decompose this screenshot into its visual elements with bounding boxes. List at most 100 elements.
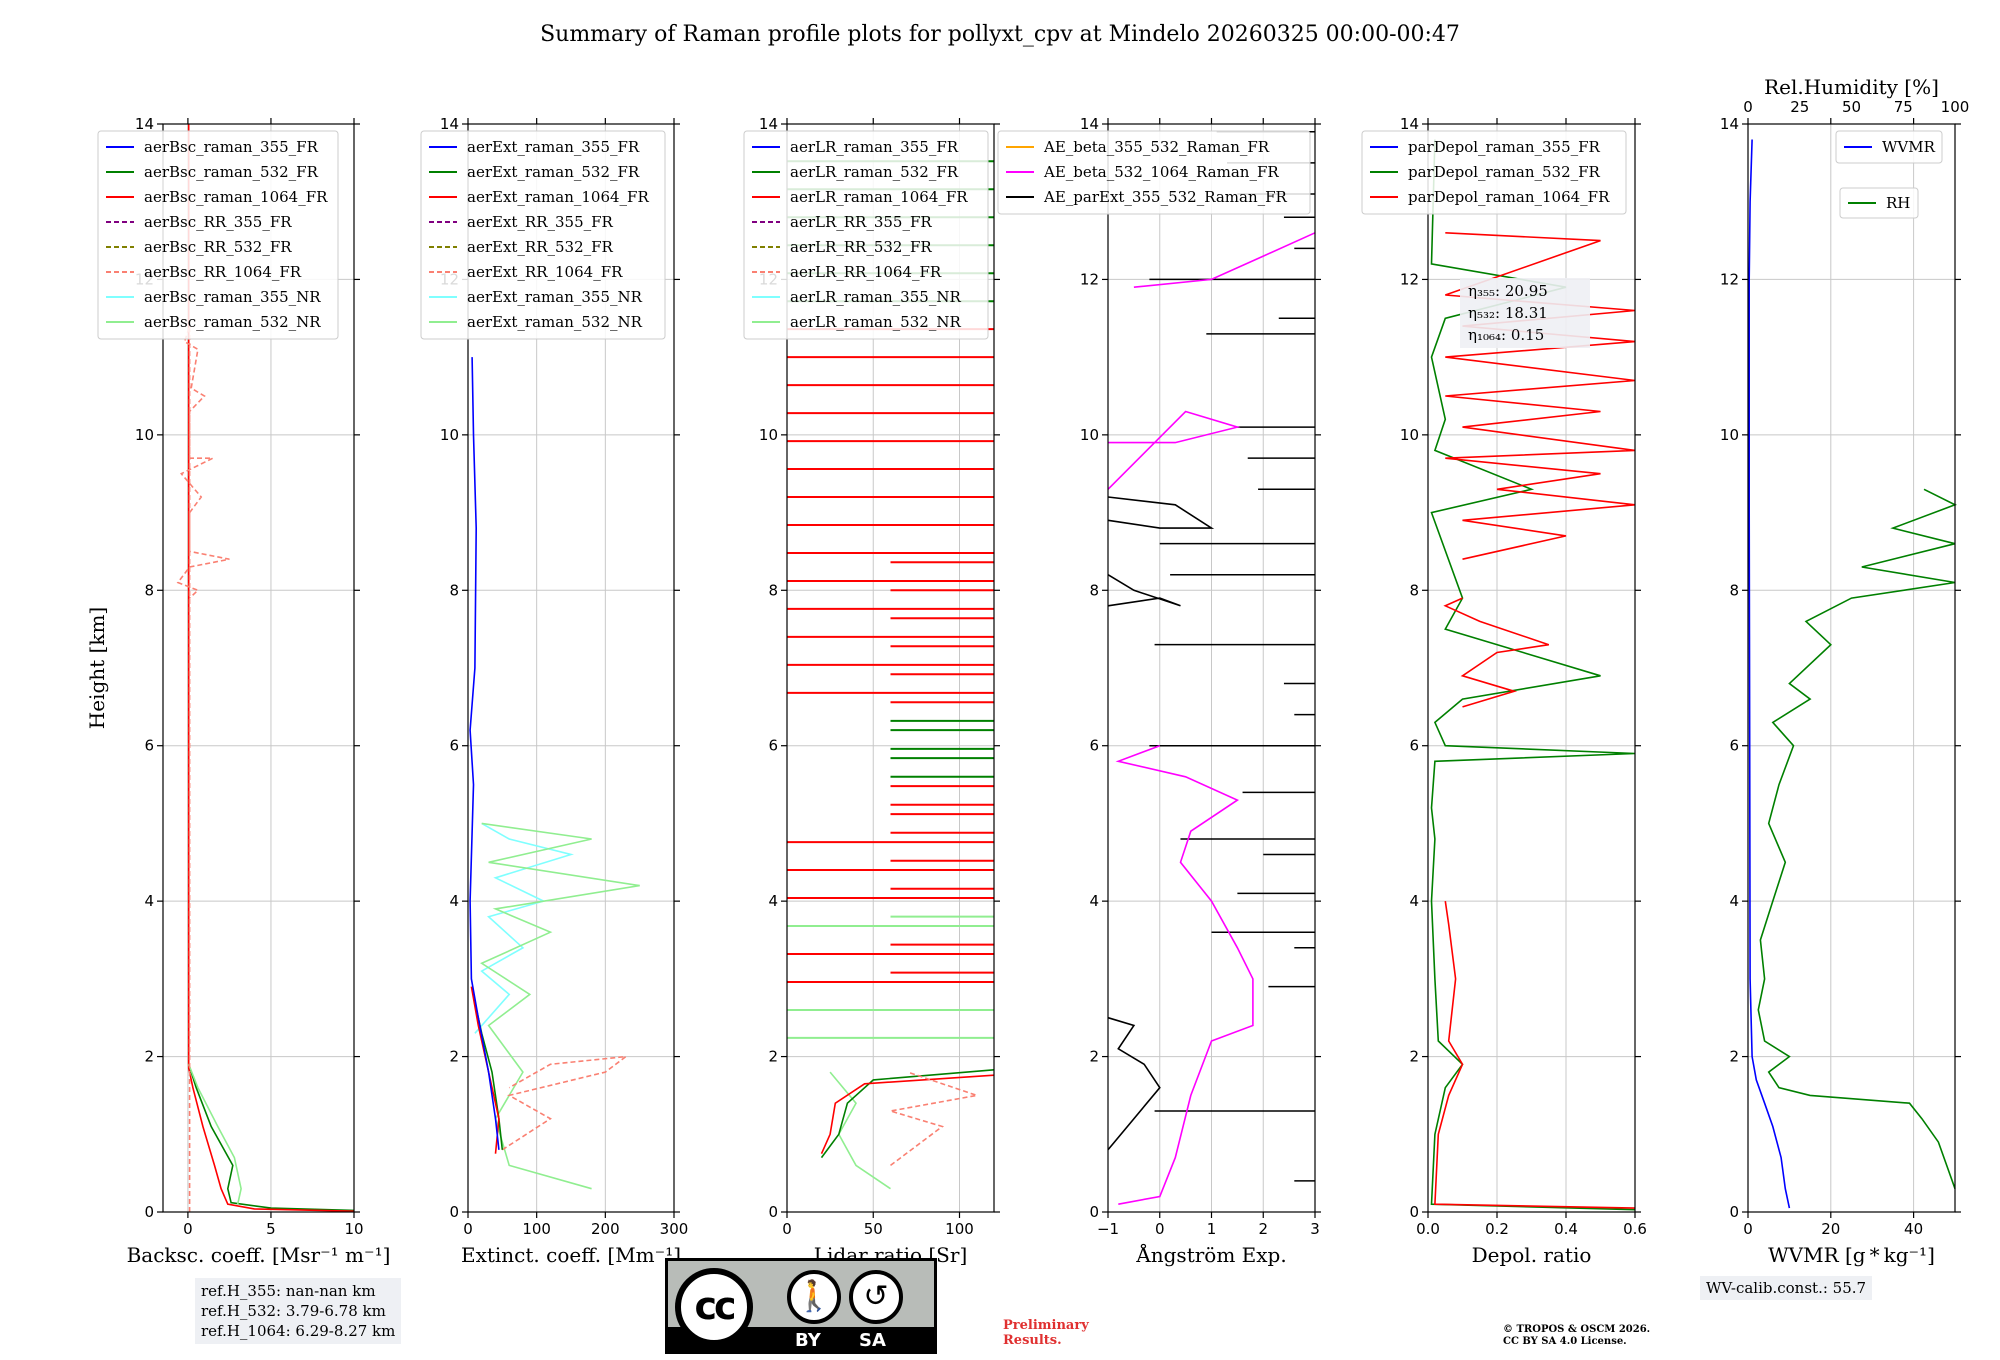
series-aerlr-raman-1064-fr [820, 1074, 995, 1155]
y-tick-label: 14 [440, 115, 459, 133]
series-aerbsc-raman-532-nr [187, 1064, 242, 1205]
legend-label: parDepol_raman_355_FR [1408, 138, 1601, 156]
y-tick-label: 14 [759, 115, 778, 133]
series-ae-parext-355-532-raman-fr [1107, 496, 1215, 529]
y-tick-label: 0 [1729, 1203, 1739, 1221]
y-tick-label: 10 [1080, 426, 1099, 444]
axes-frame [467, 123, 675, 1213]
y-tick-label: 6 [144, 737, 154, 755]
y-tick-label: 10 [1400, 426, 1419, 444]
y-tick-label: 8 [144, 581, 154, 599]
legend-label: aerBsc_RR_355_FR [144, 213, 292, 231]
axes-frame [786, 123, 995, 1213]
y-tick-label: 0 [768, 1203, 778, 1221]
x-tick-label: 0 [782, 1220, 792, 1238]
legend-label: aerBsc_raman_355_NR [144, 288, 321, 306]
cc-by-sa-logo: cc 🚶 ↺ BY SA [665, 1258, 937, 1354]
x-axis-label: Extinct. coeff. [Mm⁻¹] [461, 1243, 681, 1267]
y-tick-label: 4 [1729, 892, 1739, 910]
x-tick-label: 0 [463, 1220, 473, 1238]
y-tick-label: 2 [144, 1048, 154, 1066]
series-aerbsc-rr-1064-fr [176, 325, 230, 1212]
legend-box [1835, 130, 1943, 164]
y-tick-label: 0 [449, 1203, 459, 1221]
sa-label: SA [859, 1330, 886, 1351]
x-tick-label: 2 [1258, 1220, 1268, 1238]
eta-value: η₁₀₆₄: 0.15 [1468, 326, 1544, 344]
legend-label: aerBsc_raman_1064_FR [144, 188, 328, 206]
x-tick-label: 5 [266, 1220, 276, 1238]
legend-label: aerBsc_raman_532_NR [144, 313, 321, 331]
y-tick-label: 10 [759, 426, 778, 444]
axes-frame [1427, 123, 1636, 1213]
ref-height-355: ref.H_355: nan-nan km [201, 1282, 376, 1300]
figure-title: Summary of Raman profile plots for polly… [540, 22, 1460, 47]
legend-label: aerLR_RR_532_FR [790, 238, 932, 256]
y-axis-label: Height [km] [85, 607, 109, 729]
x-tick-label: 20 [1821, 1220, 1840, 1238]
legend-label: aerExt_raman_355_FR [467, 138, 640, 156]
legend-label: aerLR_raman_1064_FR [790, 188, 968, 206]
series-ae-parext-355-532-raman-fr [1107, 574, 1181, 607]
series-wvmr [1748, 139, 1791, 1209]
y-tick-label: 4 [144, 892, 154, 910]
y-tick-label: 8 [1089, 581, 1099, 599]
eta-value: η₃₅₅: 20.95 [1468, 282, 1548, 300]
ref-height-1064: ref.H_1064: 6.29-8.27 km [201, 1322, 396, 1340]
x-tick-label: 100 [522, 1220, 551, 1238]
x-tick-label: 3 [1310, 1220, 1320, 1238]
legend-label: aerBsc_RR_1064_FR [144, 263, 302, 281]
y-tick-label: 14 [135, 115, 154, 133]
y-tick-label: 8 [1729, 581, 1739, 599]
y-tick-label: 8 [449, 581, 459, 599]
y-tick-label: 10 [1720, 426, 1739, 444]
eta-value: η₅₃₂: 18.31 [1468, 304, 1548, 322]
y-tick-label: 8 [768, 581, 778, 599]
top-tick-label: 75 [1894, 98, 1913, 116]
x-tick-label: 0.0 [1416, 1220, 1440, 1238]
eta-box [1460, 278, 1590, 348]
y-tick-label: 2 [768, 1048, 778, 1066]
series-aerlr-rr-1064-fr [890, 1071, 978, 1167]
attribution-icon: 🚶 [787, 1270, 841, 1324]
top-axis-label: Rel.Humidity [%] [1764, 75, 1939, 99]
legend-label: aerLR_raman_532_NR [790, 313, 961, 331]
x-axis-label: Backsc. coeff. [Msr⁻¹ m⁻¹] [127, 1243, 391, 1267]
legend-label: AE_parExt_355_532_Raman_FR [1043, 188, 1288, 206]
x-tick-label: 0 [1155, 1220, 1165, 1238]
series-aerext-raman-355-fr [469, 357, 500, 1150]
y-tick-label: 14 [1400, 115, 1419, 133]
series-ae-beta-532-1064-raman-fr [1133, 232, 1316, 288]
y-tick-label: 8 [1409, 581, 1419, 599]
x-tick-label: 0 [1743, 1220, 1753, 1238]
legend-label: WVMR [1882, 138, 1936, 156]
x-axis-label: WVMR [g * kg⁻¹] [1768, 1243, 1935, 1267]
top-tick-label: 100 [1941, 98, 1970, 116]
legend-label: aerExt_RR_355_FR [467, 213, 614, 231]
y-tick-label: 4 [449, 892, 459, 910]
x-tick-label: −1 [1097, 1220, 1119, 1238]
series-pardepol-raman-532-fr [1430, 139, 1636, 1211]
legend-label: aerLR_raman_355_FR [790, 138, 959, 156]
reference-height-box: ref.H_355: nan-nan km ref.H_532: 3.79-6.… [195, 1278, 402, 1344]
x-tick-label: 200 [591, 1220, 620, 1238]
y-tick-label: 2 [449, 1048, 459, 1066]
ref-height-532: ref.H_532: 3.79-6.78 km [201, 1302, 386, 1320]
x-tick-label: 0.4 [1554, 1220, 1578, 1238]
y-tick-label: 6 [1729, 737, 1739, 755]
cc-icon: cc [675, 1268, 753, 1346]
y-tick-label: 0 [1409, 1203, 1419, 1221]
y-tick-label: 6 [768, 737, 778, 755]
x-tick-label: 0.6 [1623, 1220, 1647, 1238]
legend-label: parDepol_raman_532_FR [1408, 163, 1601, 181]
top-tick-label: 25 [1790, 98, 1809, 116]
series-pardepol-raman-1064-fr [1443, 597, 1550, 708]
legend-label: AE_beta_355_532_Raman_FR [1043, 138, 1270, 156]
legend-label: aerBsc_RR_532_FR [144, 238, 292, 256]
share-alike-icon: ↺ [849, 1270, 903, 1324]
x-tick-label: 100 [945, 1220, 974, 1238]
series-aerext-raman-532-nr [480, 822, 640, 1190]
y-tick-label: 10 [440, 426, 459, 444]
legend-box [420, 130, 666, 340]
